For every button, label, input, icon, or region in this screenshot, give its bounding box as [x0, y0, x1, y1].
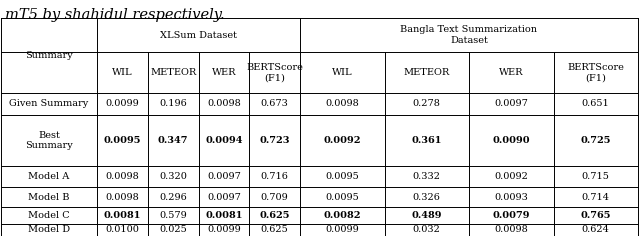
Text: 0.326: 0.326	[413, 193, 441, 202]
Text: 0.0098: 0.0098	[106, 172, 140, 181]
Text: Given Summary: Given Summary	[10, 100, 88, 109]
Text: BERTScore
(F1): BERTScore (F1)	[567, 63, 624, 82]
Text: 0.0099: 0.0099	[106, 100, 140, 109]
Text: 0.361: 0.361	[412, 136, 442, 145]
Text: 0.0093: 0.0093	[494, 193, 528, 202]
Text: Best
Summary: Best Summary	[25, 131, 73, 150]
Text: 0.0097: 0.0097	[494, 100, 528, 109]
Text: 0.715: 0.715	[582, 172, 610, 181]
Text: WIL: WIL	[332, 68, 353, 77]
Text: 0.347: 0.347	[158, 136, 188, 145]
Text: 0.625: 0.625	[260, 226, 289, 235]
Text: Model D: Model D	[28, 226, 70, 235]
Text: 0.0090: 0.0090	[492, 136, 530, 145]
Text: 0.673: 0.673	[260, 100, 289, 109]
Text: 0.0092: 0.0092	[323, 136, 361, 145]
Text: Model A: Model A	[28, 172, 70, 181]
Text: BERTScore
(F1): BERTScore (F1)	[246, 63, 303, 82]
Text: Summary: Summary	[25, 51, 73, 60]
Text: 0.0095: 0.0095	[325, 193, 359, 202]
Text: 0.0098: 0.0098	[207, 100, 241, 109]
Text: 0.0081: 0.0081	[104, 211, 141, 220]
Text: 0.0100: 0.0100	[106, 226, 140, 235]
Text: 0.489: 0.489	[412, 211, 442, 220]
Text: 0.0095: 0.0095	[104, 136, 141, 145]
Text: 0.278: 0.278	[413, 100, 441, 109]
Text: 0.196: 0.196	[159, 100, 187, 109]
Text: Model B: Model B	[28, 193, 70, 202]
Text: WIL: WIL	[112, 68, 132, 77]
Text: 0.579: 0.579	[159, 211, 187, 220]
Text: Model C: Model C	[28, 211, 70, 220]
Text: 0.723: 0.723	[259, 136, 290, 145]
Text: 0.032: 0.032	[413, 226, 441, 235]
Text: 0.0079: 0.0079	[493, 211, 530, 220]
Text: 0.714: 0.714	[582, 193, 610, 202]
Text: 0.0098: 0.0098	[325, 100, 359, 109]
Text: WER: WER	[212, 68, 236, 77]
Text: 0.0092: 0.0092	[494, 172, 528, 181]
Text: 0.0097: 0.0097	[207, 172, 241, 181]
Text: METEOR: METEOR	[150, 68, 196, 77]
Text: WER: WER	[499, 68, 524, 77]
Text: 0.0095: 0.0095	[325, 172, 359, 181]
Text: 0.296: 0.296	[159, 193, 187, 202]
Text: 0.765: 0.765	[580, 211, 611, 220]
Text: 0.651: 0.651	[582, 100, 610, 109]
Text: 0.624: 0.624	[582, 226, 610, 235]
Text: 0.709: 0.709	[260, 193, 289, 202]
Text: 0.725: 0.725	[580, 136, 611, 145]
Text: 0.0098: 0.0098	[494, 226, 528, 235]
Text: METEOR: METEOR	[404, 68, 450, 77]
Text: 0.716: 0.716	[260, 172, 289, 181]
Text: 0.0082: 0.0082	[323, 211, 361, 220]
Text: 0.320: 0.320	[159, 172, 187, 181]
Text: 0.025: 0.025	[159, 226, 187, 235]
Text: 0.625: 0.625	[259, 211, 290, 220]
Text: 0.0098: 0.0098	[106, 193, 140, 202]
Text: 0.0097: 0.0097	[207, 193, 241, 202]
Text: XLSum Dataset: XLSum Dataset	[160, 30, 237, 39]
Text: 0.332: 0.332	[413, 172, 441, 181]
Text: mT5 by shahidul respectively.: mT5 by shahidul respectively.	[5, 8, 225, 22]
Text: 0.0094: 0.0094	[205, 136, 243, 145]
Text: Bangla Text Summarization
Dataset: Bangla Text Summarization Dataset	[401, 25, 538, 45]
Text: 0.0099: 0.0099	[207, 226, 241, 235]
Text: 0.0081: 0.0081	[205, 211, 243, 220]
Text: 0.0099: 0.0099	[325, 226, 359, 235]
